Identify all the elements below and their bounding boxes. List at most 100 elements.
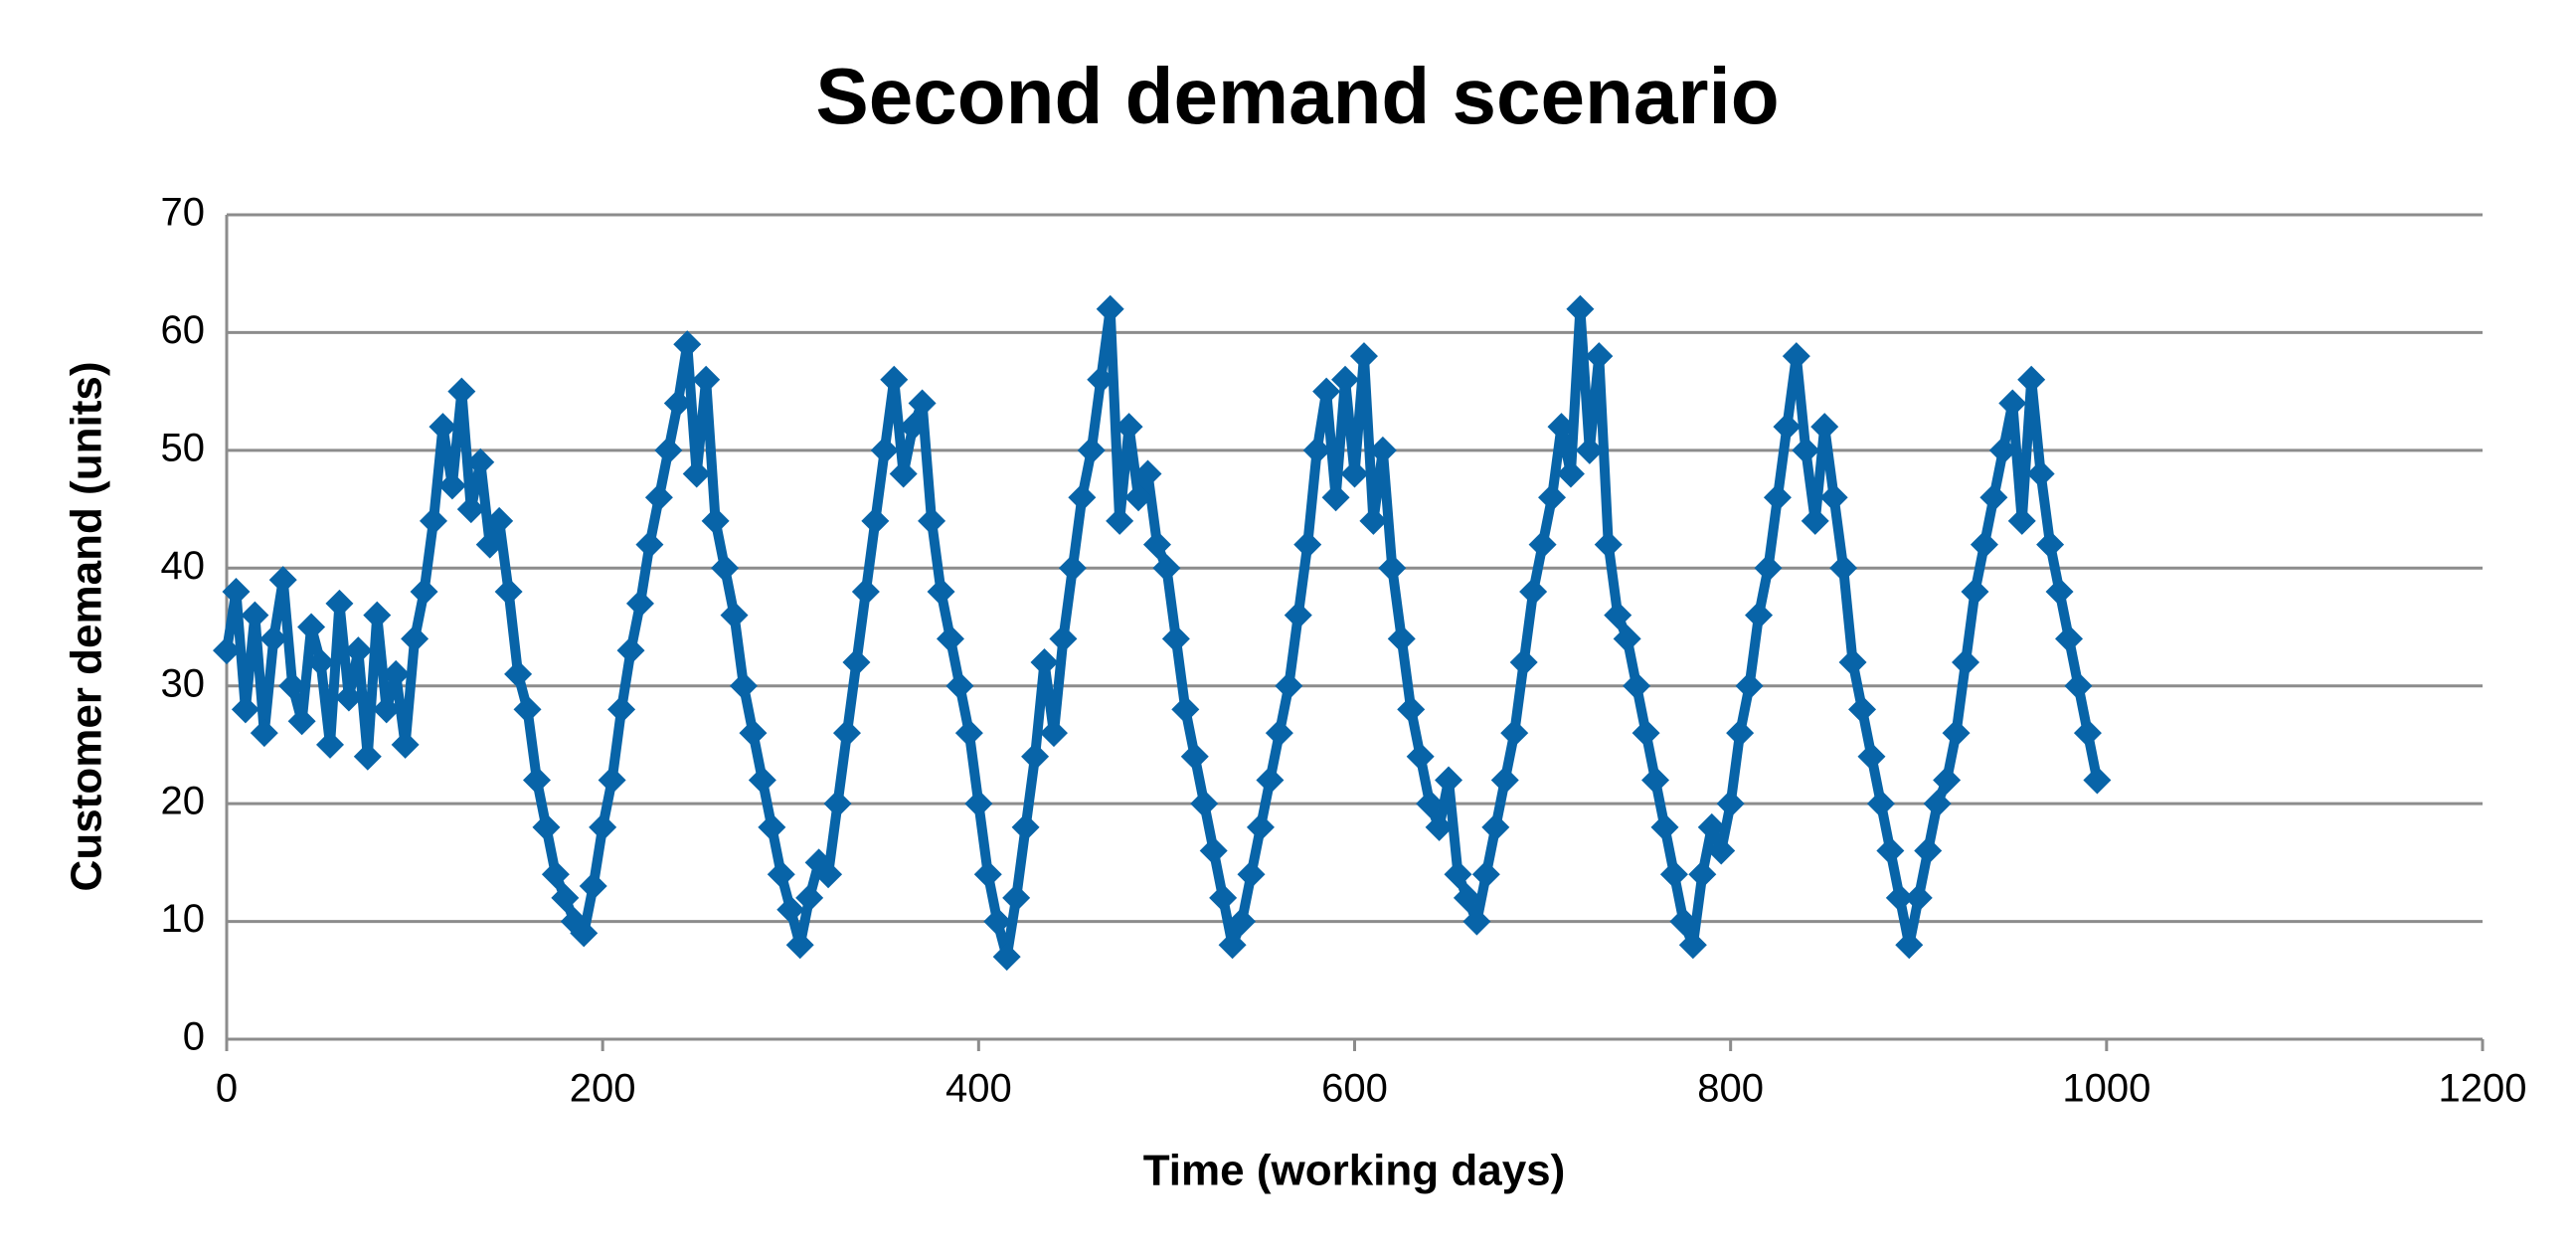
y-tick-label: 60: [161, 308, 206, 352]
data-point: [1030, 648, 1059, 677]
data-point: [1819, 483, 1848, 512]
data-point: [851, 577, 880, 606]
data-point: [2083, 766, 2112, 795]
data-point: [701, 506, 730, 535]
data-point: [832, 719, 861, 748]
data-point: [1556, 459, 1585, 488]
data-point: [823, 790, 852, 818]
data-point: [767, 860, 795, 889]
chart-title: Second demand scenario: [815, 52, 1779, 140]
data-point: [1659, 860, 1688, 889]
data-point: [1509, 648, 1538, 677]
data-point: [1133, 459, 1162, 488]
x-tick-label: 1200: [2439, 1067, 2527, 1111]
data-point: [1096, 294, 1124, 323]
data-point: [1180, 742, 1209, 771]
y-tick-label: 40: [161, 544, 206, 588]
data-point: [1961, 577, 1989, 606]
data-point: [644, 483, 673, 512]
data-point: [1650, 812, 1679, 841]
data-point: [372, 695, 401, 724]
x-tick-label: 600: [1321, 1067, 1388, 1111]
data-point: [1284, 601, 1312, 629]
data-point: [1246, 812, 1275, 841]
data-point: [306, 648, 335, 677]
data-point: [625, 589, 654, 618]
data-point: [1792, 436, 1820, 464]
data-point: [711, 554, 740, 583]
data-point: [2036, 530, 2065, 559]
data-point: [1500, 719, 1529, 748]
data-point: [1302, 436, 1331, 464]
data-point: [1904, 883, 1933, 912]
data-point: [541, 860, 570, 889]
data-point: [1387, 625, 1416, 653]
data-point: [410, 577, 438, 606]
data-point: [1876, 836, 1905, 865]
data-point: [1782, 342, 1810, 371]
data-point: [2017, 365, 2046, 394]
data-point: [842, 648, 871, 677]
data-point: [616, 636, 645, 665]
data-point: [918, 506, 946, 535]
data-point: [1021, 742, 1050, 771]
data-point: [297, 613, 326, 641]
data-point: [1293, 530, 1322, 559]
data-point: [315, 730, 344, 759]
data-point: [1256, 766, 1285, 795]
data-point: [278, 671, 307, 700]
data-point: [447, 377, 476, 406]
data-point: [598, 766, 626, 795]
data-point: [776, 895, 805, 924]
data-point: [1547, 413, 1576, 442]
data-point: [1321, 483, 1350, 512]
data-point: [1349, 342, 1378, 371]
y-tick-label: 0: [183, 1015, 205, 1059]
data-point: [334, 683, 363, 712]
data-point: [739, 719, 768, 748]
data-point: [1914, 836, 1943, 865]
x-tick-label: 800: [1697, 1067, 1764, 1111]
data-point: [2007, 506, 2036, 535]
data-point: [1106, 506, 1134, 535]
data-point: [1265, 719, 1293, 748]
data-point: [485, 506, 514, 535]
data-point: [954, 719, 983, 748]
data-point: [1171, 695, 1200, 724]
data-point: [1716, 790, 1745, 818]
data-point: [241, 601, 269, 629]
data-point: [861, 506, 890, 535]
data-point: [1011, 812, 1040, 841]
y-tick-label: 50: [161, 426, 206, 469]
data-point: [1416, 790, 1445, 818]
data-point: [579, 872, 607, 901]
data-point: [870, 436, 899, 464]
data-point: [287, 707, 316, 736]
data-point: [1481, 812, 1510, 841]
data-point: [795, 883, 824, 912]
data-point: [1866, 790, 1895, 818]
data-point: [1923, 790, 1952, 818]
data-point: [1209, 883, 1238, 912]
data-point: [673, 330, 702, 359]
data-point: [1763, 483, 1792, 512]
data-point: [936, 625, 964, 653]
data-point: [231, 695, 259, 724]
data-point: [250, 719, 278, 748]
data-point: [2026, 459, 2055, 488]
data-point: [720, 601, 749, 629]
data-point: [1331, 365, 1360, 394]
data-point: [1142, 530, 1171, 559]
data-point: [654, 436, 683, 464]
data-point: [401, 625, 429, 653]
data-point: [353, 742, 382, 771]
data-point: [1810, 413, 1839, 442]
data-point: [1115, 413, 1143, 442]
data-point: [1528, 530, 1557, 559]
data-point: [2064, 671, 2093, 700]
data-point: [635, 530, 664, 559]
data-point: [1152, 554, 1181, 583]
data-point: [1575, 436, 1604, 464]
data-point: [419, 506, 447, 535]
x-tick-label: 0: [216, 1067, 238, 1111]
